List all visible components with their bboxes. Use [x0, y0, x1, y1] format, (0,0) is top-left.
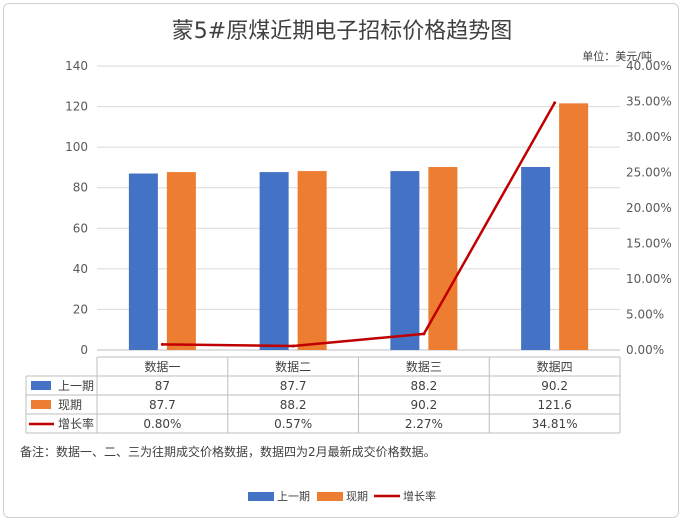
right-tick-label: 0.00%: [626, 343, 664, 357]
bar-现期-数据二: [297, 171, 327, 350]
bar-上一期-数据四: [521, 167, 551, 350]
left-tick-label: 40: [73, 262, 88, 276]
data-label: 90.2: [411, 398, 438, 412]
data-label: 34.81%: [532, 417, 578, 431]
bar-现期-数据三: [428, 167, 458, 350]
line-point: [553, 101, 557, 105]
bar-上一期-数据三: [390, 171, 420, 350]
legend-label: 增长率: [403, 489, 436, 503]
data-label: 121.6: [537, 398, 571, 412]
bars: [128, 103, 589, 350]
legend-label: 上一期: [277, 490, 310, 503]
legend-key-现期: [31, 400, 51, 409]
right-tick-label: 5.00%: [626, 308, 664, 322]
data-label: 90.2: [541, 379, 568, 393]
left-tick-label: 0: [80, 343, 88, 357]
data-label: 87: [155, 379, 170, 393]
data-label: 2.27%: [405, 417, 443, 431]
data-label: 88.2: [411, 379, 438, 393]
line-point: [160, 342, 164, 346]
right-tick-label: 25.00%: [626, 166, 672, 180]
data-label: 0.80%: [143, 417, 181, 431]
category-label: 数据一: [144, 359, 180, 374]
right-tick-label: 10.00%: [626, 272, 672, 286]
line-point: [291, 344, 295, 348]
legend-swatch-现期: [317, 492, 343, 501]
legend-label: 现期: [346, 490, 368, 503]
right-tick-label: 20.00%: [626, 201, 672, 215]
legend-swatch-上一期: [248, 492, 274, 501]
category-label: 数据三: [406, 359, 442, 374]
category-label: 数据四: [537, 359, 573, 374]
line-point: [422, 332, 426, 336]
data-label: 87.7: [149, 398, 176, 412]
data-label: 88.2: [280, 398, 307, 412]
data-label: 0.57%: [274, 417, 312, 431]
series-name: 上一期: [58, 379, 94, 393]
bar-现期-数据四: [559, 103, 589, 350]
right-tick-label: 40.00%: [626, 59, 672, 73]
left-tick-label: 100: [65, 140, 88, 154]
left-tick-label: 80: [73, 181, 88, 195]
right-tick-label: 30.00%: [626, 130, 672, 144]
left-tick-label: 140: [65, 59, 88, 73]
left-tick-label: 120: [65, 100, 88, 114]
right-tick-label: 35.00%: [626, 95, 672, 109]
bar-上一期-数据一: [128, 173, 158, 350]
series-name: 现期: [58, 398, 82, 412]
left-tick-label: 60: [73, 221, 88, 235]
series-name: 增长率: [58, 416, 94, 431]
line-增长率: [162, 102, 556, 348]
right-tick-label: 15.00%: [626, 237, 672, 251]
category-label: 数据二: [275, 359, 311, 374]
unit-label: 单位：美元/吨: [582, 49, 652, 63]
legend: 上一期 现期 增长率: [248, 489, 436, 503]
left-tick-label: 20: [73, 302, 88, 316]
chart-title: 蒙5#原煤近期电子招标价格趋势图: [172, 19, 512, 44]
growth-line: [160, 101, 557, 348]
data-label: 87.7: [280, 379, 307, 393]
bar-现期-数据一: [166, 172, 196, 350]
left-axis-ticks: 0 20 40 60 80 100 120 140: [65, 59, 88, 357]
legend-key-上一期: [31, 381, 51, 390]
bar-上一期-数据二: [259, 172, 289, 350]
right-axis-ticks: 0.00% 5.00% 10.00% 15.00% 20.00% 25.00% 30.00%…: [626, 59, 672, 357]
chart-frame: [3, 3, 679, 518]
footnote: 备注：数据一、二、三为往期成交价格数据，数据四为2月最新成交价格数据。: [20, 444, 436, 459]
